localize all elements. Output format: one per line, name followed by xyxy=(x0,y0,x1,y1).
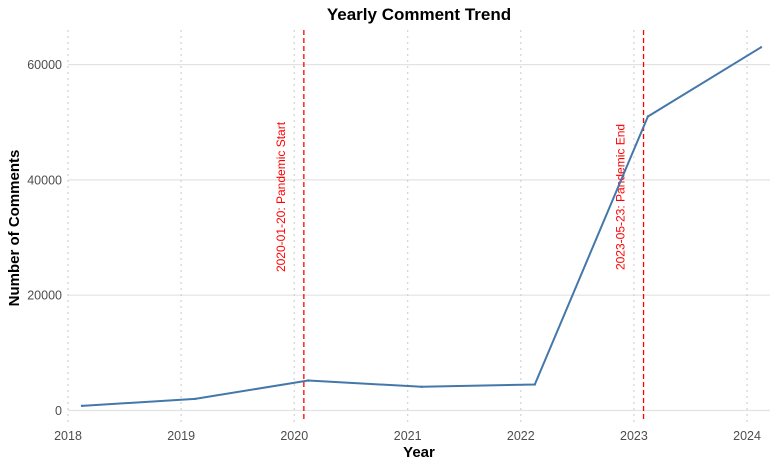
y-axis-title: Number of Comments xyxy=(6,150,23,307)
y-tick-label: 40000 xyxy=(27,173,62,187)
annotations: 2020-01-20: Pandemic Start 2023-05-23: Pa… xyxy=(274,30,645,422)
y-tick-label: 0 xyxy=(55,404,62,418)
x-tick-label: 2018 xyxy=(54,429,82,443)
data-point xyxy=(646,115,650,118)
data-point xyxy=(759,46,763,49)
x-tick-label: 2022 xyxy=(507,429,535,443)
data-point xyxy=(533,383,536,386)
annotation-label: 2020-01-20: Pandemic Start xyxy=(274,121,288,272)
y-tick-label: 60000 xyxy=(27,58,62,72)
x-axis-title: Year xyxy=(403,444,435,461)
annotation-label: 2023-05-23: Pandemic End xyxy=(614,124,628,270)
x-tick-label: 2019 xyxy=(167,429,195,443)
data-point xyxy=(193,397,197,401)
x-tick-label: 2023 xyxy=(620,429,648,443)
data-point xyxy=(420,385,423,389)
tick-labels: 0 20000 40000 60000 2018 2019 2020 2021 2022 2023… xyxy=(27,58,761,443)
y-tick-label: 20000 xyxy=(27,289,62,303)
data-point xyxy=(306,379,310,382)
x-tick-label: 2021 xyxy=(394,429,422,443)
data-point xyxy=(80,404,84,408)
series xyxy=(80,46,763,408)
series-line xyxy=(81,46,762,407)
chart-title: Yearly Comment Trend xyxy=(327,5,511,24)
grid xyxy=(67,30,770,422)
x-tick-label: 2020 xyxy=(280,429,308,443)
x-tick-label: 2024 xyxy=(733,429,761,443)
